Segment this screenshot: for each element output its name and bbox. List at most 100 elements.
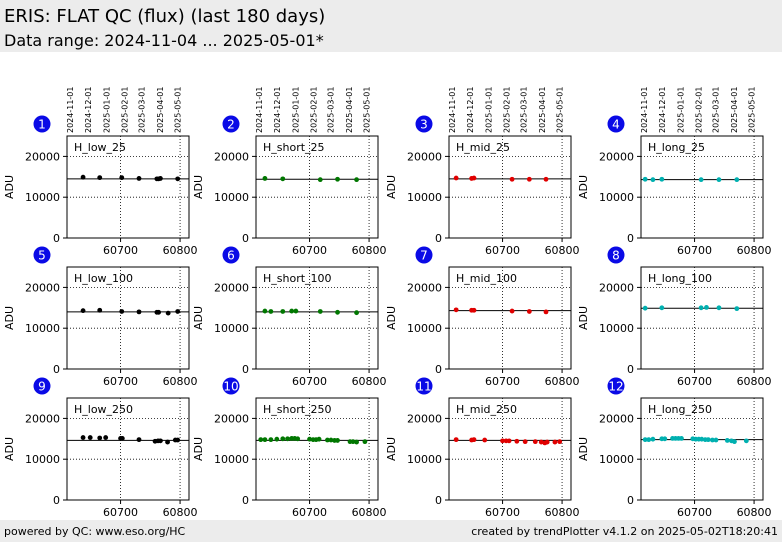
data-point	[156, 309, 162, 315]
plot-frame	[255, 397, 379, 501]
y-tick-label: 10000	[214, 453, 249, 466]
data-point	[698, 305, 704, 311]
data-point	[158, 438, 163, 444]
data-point	[650, 436, 656, 442]
data-point	[258, 437, 264, 443]
x-tick-label: 60700	[292, 244, 327, 257]
data-point	[262, 437, 268, 443]
data-point	[482, 437, 488, 443]
data-point	[743, 438, 749, 444]
data-point	[354, 310, 359, 316]
data-point	[514, 438, 520, 444]
x-tick-label: 60800	[737, 244, 772, 257]
data-point	[500, 438, 505, 444]
y-tick-label: 20000	[407, 281, 442, 294]
data-point	[526, 309, 532, 314]
x-tick-label: 60700	[485, 506, 520, 519]
data-point	[704, 304, 709, 310]
data-point	[679, 435, 684, 441]
data-point	[659, 176, 665, 182]
x-tick-label: 60800	[352, 375, 387, 388]
y-tick-label: 0	[53, 363, 60, 376]
page-subtitle: Data range: 2024-11-04 ... 2025-05-01*	[4, 31, 324, 50]
data-point	[328, 437, 334, 443]
date-tick-label: 2024-12-01	[658, 87, 667, 134]
x-tick-label: 60700	[292, 506, 327, 519]
data-point	[280, 309, 286, 314]
date-tick-label: 2025-03-01	[711, 87, 720, 134]
data-point	[165, 310, 171, 316]
y-tick-label: 20000	[214, 281, 249, 294]
data-point	[175, 176, 181, 182]
page-title: ERIS: FLAT QC (flux) (last 180 days)	[4, 6, 326, 27]
data-point	[280, 176, 286, 182]
y-axis-label: ADU	[3, 437, 16, 461]
y-tick-label: 10000	[407, 322, 442, 335]
data-point	[543, 176, 549, 182]
y-tick-label: 20000	[25, 412, 60, 425]
x-tick-label: 60700	[677, 506, 712, 519]
data-point	[80, 435, 86, 440]
y-tick-label: 10000	[599, 453, 634, 466]
x-tick-label: 60700	[677, 375, 712, 388]
data-point	[716, 177, 722, 183]
data-point	[734, 306, 740, 312]
footer-bar: powered by QC: www.eso.org/HC created by…	[0, 520, 782, 542]
panel-index-label: 2	[227, 118, 235, 132]
data-point	[713, 437, 719, 443]
panel-index-badge	[415, 377, 433, 395]
data-point	[471, 175, 477, 181]
panel-index-badge	[33, 246, 51, 264]
x-tick-label: 60800	[352, 244, 387, 257]
y-tick-label: 20000	[599, 150, 634, 163]
panel-index-badge	[607, 115, 625, 133]
date-tick-label: 2025-04-01	[345, 87, 354, 134]
plot-frame	[448, 135, 572, 239]
plot-frame	[640, 397, 764, 501]
data-point	[350, 439, 356, 445]
panel-index-label: 7	[420, 249, 428, 263]
panel-index-badge	[33, 115, 51, 133]
x-tick-label: 60800	[545, 375, 580, 388]
y-tick-label: 0	[627, 363, 634, 376]
panel-index-label: 5	[38, 249, 46, 263]
date-tick-label: 2024-12-01	[273, 87, 282, 134]
x-tick-label: 60700	[485, 375, 520, 388]
x-tick-label: 60800	[163, 244, 198, 257]
panel-index-badge	[222, 246, 240, 264]
y-tick-label: 10000	[599, 322, 634, 335]
data-point	[87, 435, 93, 440]
data-point	[335, 438, 340, 443]
y-axis-label: ADU	[3, 306, 16, 330]
x-tick-label: 60800	[737, 375, 772, 388]
data-point	[97, 435, 103, 441]
data-point	[317, 177, 323, 183]
y-tick-label: 20000	[214, 412, 249, 425]
y-tick-label: 0	[627, 494, 634, 507]
data-point	[136, 437, 142, 443]
footer-created-by: created by trendPlotter v4.1.2 on 2025-0…	[471, 525, 778, 538]
data-point	[509, 176, 515, 182]
data-point	[293, 308, 299, 314]
plot-frame	[448, 397, 572, 501]
panel-label: H_short_100	[263, 272, 332, 285]
data-point	[544, 439, 550, 445]
x-tick-label: 60700	[677, 244, 712, 257]
y-tick-label: 20000	[214, 150, 249, 163]
y-tick-label: 20000	[407, 412, 442, 425]
x-tick-label: 60700	[103, 375, 138, 388]
data-point	[119, 175, 125, 181]
panel-index-badge	[222, 115, 240, 133]
data-point	[136, 176, 142, 181]
panel-index-badge	[415, 246, 433, 264]
data-point	[509, 308, 515, 314]
x-tick-label: 60800	[352, 506, 387, 519]
date-tick-label: 2025-01-01	[291, 87, 300, 134]
data-point	[471, 437, 477, 443]
panel-label: H_mid_250	[456, 403, 517, 416]
data-point	[642, 437, 648, 443]
date-tick-label: 2025-05-01	[174, 87, 183, 134]
date-tick-label: 2025-03-01	[326, 87, 335, 134]
y-axis-label: ADU	[577, 306, 590, 330]
